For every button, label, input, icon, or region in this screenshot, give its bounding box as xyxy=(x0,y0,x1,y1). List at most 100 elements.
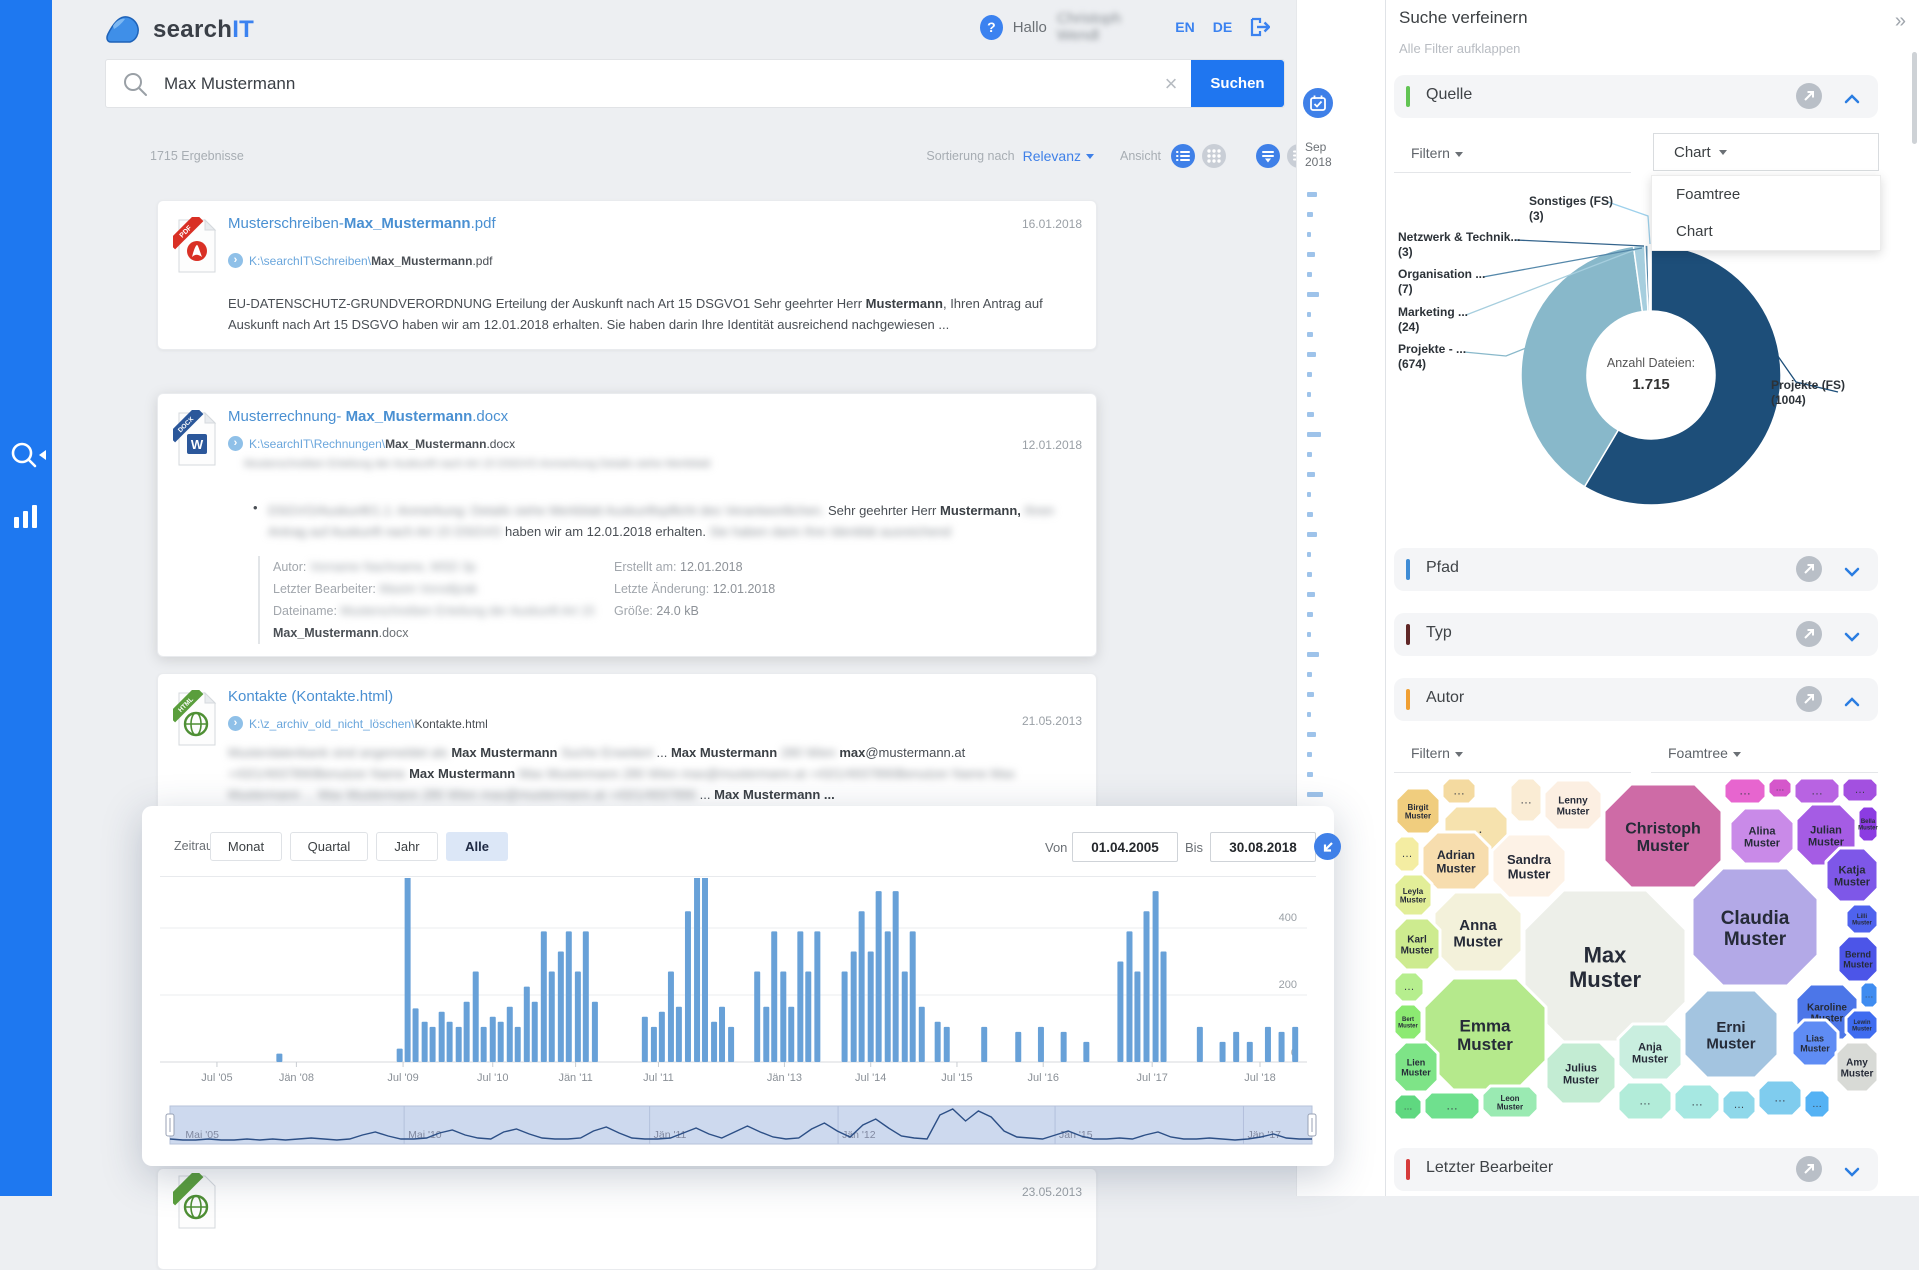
quelle-filter-dropdown[interactable]: Filtern xyxy=(1411,145,1463,161)
foamtree-cell-more[interactable]: … xyxy=(1394,1092,1424,1122)
foamtree-cell-more[interactable]: … xyxy=(1394,834,1422,874)
donut-segment-Sonstiges (FS)[interactable] xyxy=(1648,244,1652,312)
search-input[interactable] xyxy=(162,72,1151,95)
chevron-down-icon[interactable] xyxy=(1844,1164,1860,1182)
range-button-jahr[interactable]: Jahr xyxy=(376,832,438,861)
sidebar-item-statistics[interactable] xyxy=(13,504,41,530)
section-typ[interactable]: Typ xyxy=(1394,613,1878,656)
open-filter-icon[interactable] xyxy=(1796,556,1822,582)
chevron-up-icon[interactable] xyxy=(1844,91,1860,109)
result-title-link[interactable]: Musterschreiben-Max_Mustermann.pdf xyxy=(228,215,496,232)
foamtree-cell-more[interactable]: … xyxy=(1422,1090,1482,1122)
foamtree-cell-more[interactable]: … xyxy=(1840,778,1879,804)
foamtree-cell-more[interactable]: … xyxy=(1720,1088,1758,1122)
result-card-pdf[interactable]: PDF Musterschreiben-Max_Mustermann.pdf ›… xyxy=(157,200,1097,350)
expand-all-filters-link[interactable]: Alle Filter aufklappen xyxy=(1399,41,1521,56)
chart-menu-option-chart[interactable]: Chart xyxy=(1676,223,1713,240)
bis-date-input[interactable] xyxy=(1210,832,1316,862)
logout-icon[interactable] xyxy=(1248,16,1270,38)
foamtree-cell-more[interactable]: … xyxy=(1792,778,1842,806)
collapse-timeline-icon[interactable] xyxy=(1314,833,1341,860)
foamtree-cell-more[interactable]: … xyxy=(1766,778,1794,800)
result-path-link[interactable]: › K:\searchIT\Schreiben\Max_Mustermann.p… xyxy=(228,253,492,268)
foamtree-cell-more[interactable]: … xyxy=(1722,778,1768,806)
calendar-icon[interactable] xyxy=(1303,88,1333,118)
lang-en-button[interactable]: EN xyxy=(1175,19,1195,35)
open-filter-icon[interactable] xyxy=(1796,83,1822,109)
expand-results-icon[interactable] xyxy=(1256,144,1280,168)
timeline-bars[interactable] xyxy=(276,878,1299,1062)
foamtree-cell-more[interactable]: … xyxy=(1858,980,1879,1010)
range-button-alle[interactable]: Alle xyxy=(446,832,508,861)
app-logo[interactable]: searchIT xyxy=(105,10,335,50)
chevron-up-icon[interactable] xyxy=(1844,694,1860,712)
foamtree-cell-more[interactable]: … xyxy=(1616,1080,1674,1122)
section-quelle[interactable]: Quelle xyxy=(1394,75,1878,118)
donut-segment-Projekte (FS)[interactable] xyxy=(1583,244,1782,506)
section-autor[interactable]: Autor xyxy=(1394,678,1878,721)
donut-segment-Projekte - ...[interactable] xyxy=(1520,245,1644,488)
chart-menu-option-foamtree[interactable]: Foamtree xyxy=(1676,186,1741,203)
quelle-donut-chart[interactable]: Anzahl Dateien: 1.715 xyxy=(1386,130,1919,535)
foamtree-cell-more[interactable]: … xyxy=(1802,1088,1832,1120)
sort-dropdown[interactable]: Relevanz xyxy=(1022,148,1081,164)
von-date-input[interactable] xyxy=(1072,832,1178,862)
result-title-link[interactable]: Kontakte (Kontakte.html) xyxy=(228,688,394,705)
open-filter-icon[interactable] xyxy=(1796,1156,1822,1182)
autor-view-select[interactable]: Foamtree xyxy=(1668,745,1741,761)
section-letzter-bearbeiter[interactable]: Letzter Bearbeiter xyxy=(1394,1148,1878,1191)
range-button-monat[interactable]: Monat xyxy=(210,832,282,861)
view-grid-icon[interactable] xyxy=(1202,144,1226,168)
range-button-quartal[interactable]: Quartal xyxy=(290,832,368,861)
result-card-partial[interactable]: 23.05.2013 xyxy=(157,1168,1097,1270)
section-pfad[interactable]: Pfad xyxy=(1394,548,1878,591)
autor-filter-dropdown[interactable]: Filtern xyxy=(1411,745,1463,761)
result-path-link[interactable]: › K:\z_archiv_old_nicht_löschen\Kontakte… xyxy=(228,716,488,731)
foamtree-cell-more[interactable]: … xyxy=(1394,970,1426,1004)
sidebar-item-search[interactable] xyxy=(8,440,48,472)
result-title-link[interactable]: Musterrechnung- Max_Mustermann.docx xyxy=(228,408,509,425)
foamtree-cell-more[interactable]: … xyxy=(1672,1082,1722,1122)
help-icon[interactable]: ? xyxy=(980,14,1003,40)
open-filter-icon[interactable] xyxy=(1796,621,1822,647)
chevron-down-icon[interactable] xyxy=(1844,564,1860,582)
foamtree-cell-more[interactable]: … xyxy=(1440,778,1478,806)
timeline-brush[interactable]: Mai '05 Mai '10 Jän '11 Jän '12 Jän '15 Jän '… xyxy=(165,1105,1317,1145)
foamtree-cell-more[interactable]: … xyxy=(1508,778,1544,824)
chevron-down-icon[interactable] xyxy=(1844,629,1860,647)
lang-de-button[interactable]: DE xyxy=(1212,19,1233,35)
result-card-docx[interactable]: DOCX W Musterrechnung- Max_Mustermann.do… xyxy=(157,393,1097,657)
panel-collapse-icon[interactable]: » xyxy=(1894,10,1906,32)
panel-scrollbar[interactable] xyxy=(1912,52,1917,144)
chart-type-select[interactable]: Chart xyxy=(1653,133,1879,171)
clear-search-icon[interactable]: × xyxy=(1164,70,1178,96)
result-path-link[interactable]: › K:\searchIT\Rechnungen\Max_Mustermann.… xyxy=(228,436,515,451)
foamtree-cell-more[interactable]: … xyxy=(1756,1078,1804,1118)
